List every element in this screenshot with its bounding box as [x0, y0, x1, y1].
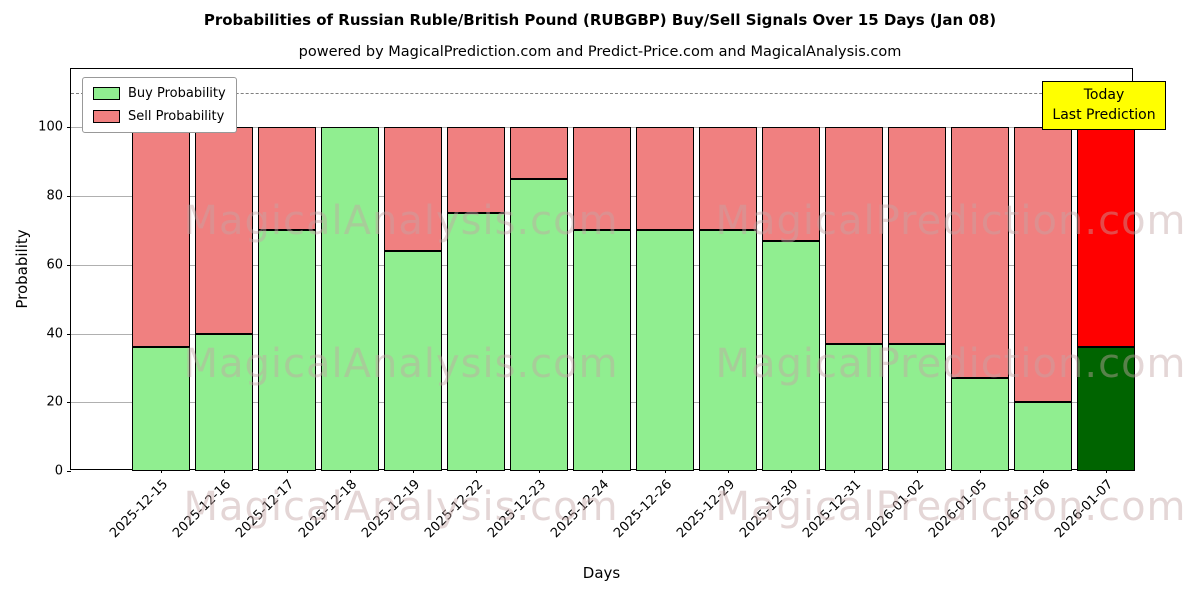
watermark-text: MagicalPrediction.com: [715, 341, 1187, 387]
bar-sell-segment: [1013, 127, 1072, 403]
y-tick-label: 100: [38, 119, 63, 135]
y-tick-label: 20: [46, 394, 63, 410]
bar-buy-segment: [131, 347, 190, 471]
bar-buy-segment: [887, 343, 946, 471]
x-tick-mark: [160, 469, 162, 473]
x-tick-mark: [349, 469, 351, 473]
x-tick-mark: [790, 469, 792, 473]
watermark-text: MagicalPrediction.com: [715, 484, 1187, 530]
y-tick-label: 40: [46, 326, 63, 342]
bar-buy-segment-today: [1076, 347, 1135, 471]
x-tick-mark: [475, 469, 477, 473]
chart-subtitle: powered by MagicalPrediction.com and Pre…: [298, 44, 902, 60]
y-axis-label: Probability: [13, 229, 31, 309]
bar-sell-segment: [509, 127, 568, 179]
legend-item-sell: Sell Probability: [93, 109, 226, 124]
x-tick-mark: [412, 469, 414, 473]
x-tick-mark: [601, 469, 603, 473]
bar-buy-segment: [761, 240, 820, 471]
bar-sell-segment: [572, 127, 631, 231]
bar-buy-segment: [383, 251, 442, 471]
bar-buy-segment: [572, 230, 631, 471]
plot-area: Buy Probability Sell Probability 0 20 40 60…: [38, 68, 1186, 541]
y-tick-mark: [67, 471, 71, 472]
x-tick-mark: [223, 469, 225, 473]
x-tick-mark: [979, 469, 981, 473]
x-tick-mark: [853, 469, 855, 473]
x-axis-label: Days: [582, 564, 621, 582]
x-tick-mark: [664, 469, 666, 473]
legend-item-buy: Buy Probability: [93, 86, 226, 101]
y-tick-label: 0: [54, 463, 63, 479]
watermark-text: MagicalAnalysis.com: [183, 198, 619, 244]
y-tick-mark: [67, 196, 71, 198]
legend-label-sell: Sell Probability: [128, 109, 225, 124]
chart-title: Probabilities of Russian Ruble/British P…: [203, 11, 997, 29]
legend-label-buy: Buy Probability: [128, 86, 226, 101]
bar-sell-segment: [383, 127, 442, 252]
bar-sell-segment: [194, 127, 253, 334]
x-tick-mark: [1042, 469, 1044, 473]
legend: Buy Probability Sell Probability: [82, 77, 237, 133]
bar-buy-segment: [950, 378, 1009, 471]
y-tick-label: 60: [46, 257, 63, 273]
x-tick-mark: [916, 469, 918, 473]
bar-buy-segment: [509, 178, 568, 471]
y-tick-label: 80: [46, 188, 63, 204]
bar-sell-segment: [950, 127, 1009, 379]
today-annotation: Today Last Prediction: [1042, 81, 1166, 130]
bar-sell-segment: [887, 127, 946, 344]
dashed-line: [71, 93, 1132, 95]
x-tick-mark: [538, 469, 540, 473]
buy-probability-swatch: [93, 87, 120, 100]
bar-buy-segment: [257, 230, 316, 471]
bar-sell-segment-today: [1076, 127, 1135, 348]
today-annotation-line1: Today: [1083, 87, 1125, 103]
bar-buy-segment: [698, 230, 757, 471]
bar-sell-segment: [824, 127, 883, 344]
y-tick-mark: [67, 402, 71, 404]
bar-sell-segment: [131, 127, 190, 348]
bar-buy-segment: [635, 230, 694, 471]
x-tick-mark: [1105, 469, 1107, 473]
today-annotation-line2: Last Prediction: [1052, 107, 1156, 124]
bar-sell-segment: [635, 127, 694, 231]
y-tick-mark: [67, 127, 71, 129]
y-tick-mark: [67, 333, 71, 335]
bar-buy-segment: [824, 343, 883, 471]
bar-buy-segment: [320, 127, 379, 471]
y-tick-mark: [67, 264, 71, 266]
bar-sell-segment: [257, 127, 316, 231]
bar-sell-segment: [698, 127, 757, 231]
sell-probability-swatch: [93, 110, 120, 123]
x-tick-mark: [727, 469, 729, 473]
bar-buy-segment: [194, 333, 253, 471]
bar-buy-segment: [1013, 402, 1072, 471]
bar-sell-segment: [446, 127, 505, 214]
x-tick-mark: [286, 469, 288, 473]
bar-sell-segment: [761, 127, 820, 241]
watermark-text: MagicalPrediction.com: [715, 198, 1187, 244]
x-tick-label: 2025-12-26: [611, 477, 676, 542]
watermark-text: MagicalAnalysis.com: [183, 341, 619, 387]
watermark-text: MagicalAnalysis.com: [183, 484, 619, 530]
x-tick-label: 2025-12-15: [107, 477, 172, 542]
bar-buy-segment: [446, 213, 505, 471]
